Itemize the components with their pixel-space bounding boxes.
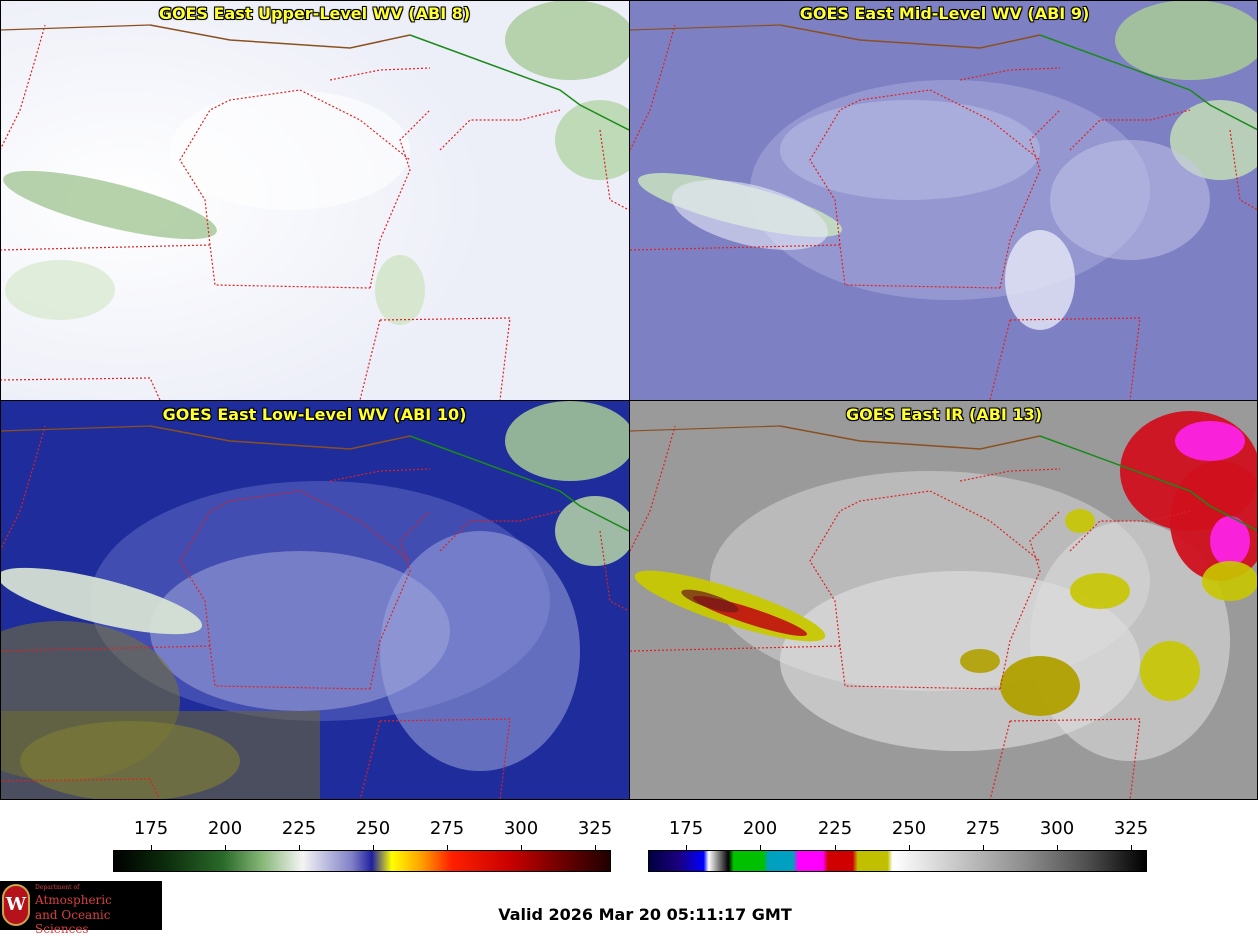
ir-image (630, 401, 1258, 800)
upper-level-wv-image (0, 0, 629, 400)
tick-label: 200 (207, 818, 243, 839)
tick-label: 250 (891, 818, 927, 839)
tick-mark (521, 845, 522, 851)
panel-title: GOES East Low-Level WV (ABI 10) (162, 405, 467, 424)
valid-time: Valid 2026 Mar 20 05:11:17 GMT (498, 905, 792, 924)
panel-upper-level-wv: GOES East Upper-Level WV (ABI 8) (0, 0, 629, 400)
aos-logo: W Department of Atmospheric and Oceanic … (0, 881, 162, 936)
tick-mark (983, 845, 984, 851)
tick-label: 325 (1113, 818, 1149, 839)
tick-label: 225 (817, 818, 853, 839)
tick-mark (835, 845, 836, 851)
panel-low-level-wv: GOES East Low-Level WV (ABI 10) (0, 401, 629, 800)
panel-divider-horizontal (0, 400, 1258, 401)
tick-mark (595, 845, 596, 851)
tick-mark (151, 845, 152, 851)
tick-mark (1131, 845, 1132, 851)
tick-mark (225, 845, 226, 851)
tick-label: 175 (668, 818, 704, 839)
tick-mark (1057, 845, 1058, 851)
tick-mark (686, 845, 687, 851)
logo-department: Department of (35, 884, 80, 891)
wv-colorbar (113, 850, 611, 872)
panel-ir: GOES East IR (ABI 13) (630, 401, 1258, 800)
panel-title: GOES East IR (ABI 13) (845, 405, 1043, 424)
tick-label: 300 (503, 818, 539, 839)
tick-mark (373, 845, 374, 851)
panels-frame (0, 0, 1258, 800)
tick-mark (760, 845, 761, 851)
tick-mark (909, 845, 910, 851)
tick-label: 325 (577, 818, 613, 839)
tick-label: 225 (281, 818, 317, 839)
tick-label: 300 (1039, 818, 1075, 839)
tick-label: 275 (429, 818, 465, 839)
logo-line-1: Atmospheric (35, 893, 112, 907)
uw-seal-icon: W (2, 884, 30, 926)
tick-label: 250 (355, 818, 391, 839)
low-level-wv-image (0, 401, 629, 800)
panel-mid-level-wv: GOES East Mid-Level WV (ABI 9) (630, 0, 1258, 400)
tick-mark (299, 845, 300, 851)
tick-label: 200 (742, 818, 778, 839)
panel-title: GOES East Mid-Level WV (ABI 9) (799, 4, 1090, 23)
mid-level-wv-image (630, 0, 1258, 400)
tick-mark (447, 845, 448, 851)
panel-title: GOES East Upper-Level WV (ABI 8) (158, 4, 471, 23)
tick-label: 175 (133, 818, 169, 839)
tick-label: 275 (965, 818, 1001, 839)
ir-colorbar (648, 850, 1147, 872)
